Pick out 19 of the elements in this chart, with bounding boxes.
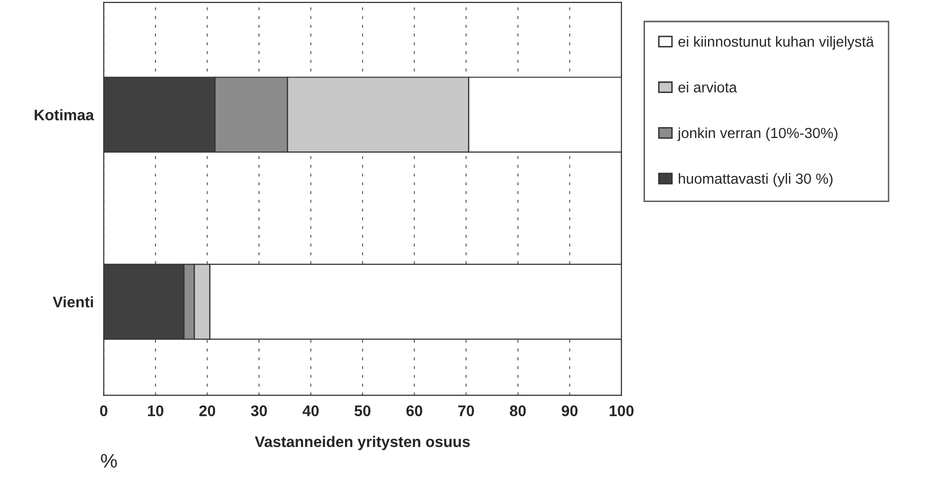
- x-tick-label: 100: [610, 405, 634, 416]
- x-tick-label: 90: [562, 405, 578, 416]
- x-tick-label: 70: [458, 405, 474, 416]
- x-tick-label: 80: [510, 405, 526, 416]
- legend-label: ei arviota: [678, 82, 737, 92]
- y-tick-label: Kotimaa: [34, 109, 94, 120]
- x-tick-label: 50: [354, 405, 370, 416]
- text: %: [100, 454, 117, 468]
- x-tick-label: 20: [199, 405, 216, 416]
- x-tick-label: 10: [148, 405, 164, 416]
- x-tick-label: 60: [406, 405, 422, 416]
- legend-label: ei kiinnostunut kuhan viljelystä: [678, 36, 874, 50]
- legend-label: huomattavasti (yli 30 %): [678, 173, 833, 187]
- x-axis-title: Vastanneiden yritysten osuus: [254, 436, 470, 450]
- x-tick-label: 30: [250, 405, 267, 416]
- x-tick-label: 40: [302, 405, 319, 416]
- y-tick-label: Vienti: [52, 296, 93, 308]
- x-tick-label: 0: [100, 405, 108, 416]
- legend-label: jonkin verran (10%-30%): [677, 127, 838, 142]
